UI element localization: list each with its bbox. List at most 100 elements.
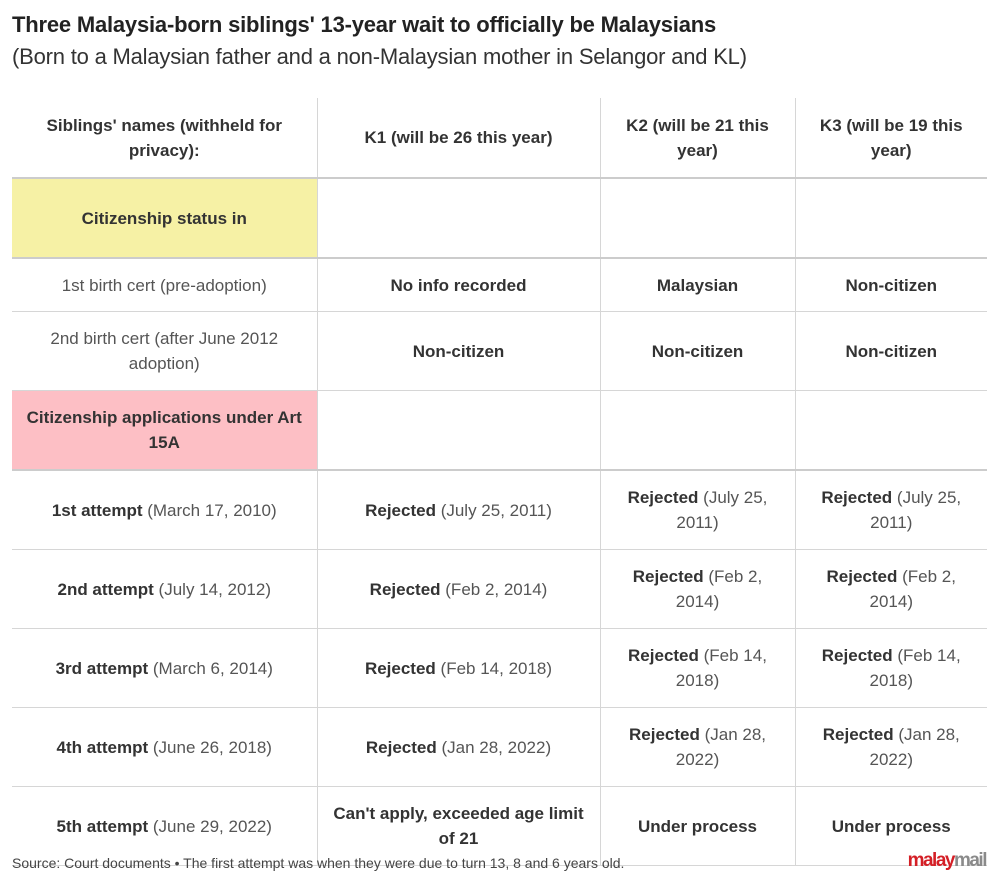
table-row: Citizenship applications under Art 15A [12, 390, 987, 471]
cell-bold-text: 4th attempt [56, 737, 149, 757]
section-header-cell: Citizenship status in [12, 178, 317, 259]
table-row: 2nd birth cert (after June 2012 adoption… [12, 311, 987, 391]
cell-bold-text: 3rd attempt [55, 658, 149, 678]
cell-text: (Jan 28, 2022) [869, 725, 960, 769]
cell-text: (Jan 28, 2022) [436, 737, 552, 757]
table-cell: Rejected (Feb 2, 2014) [316, 549, 600, 629]
table-row: 2nd attempt (July 14, 2012) Rejected (Feb… [12, 549, 987, 629]
cell-bold-text: Rejected [628, 646, 699, 665]
row-label-cell: 4th attempt (June 26, 2018) [12, 707, 317, 787]
table-cell: Under process [599, 786, 795, 866]
table-cell: Rejected (Feb 14, 2018) [316, 628, 600, 708]
table-cell: Rejected (Feb 14, 2018) [599, 628, 795, 708]
header-k3: K3 (will be 19 this year) [794, 98, 987, 179]
cell-text: (June 26, 2018) [148, 737, 272, 757]
table-cell: Rejected (July 25, 2011) [794, 470, 987, 550]
cell-bold-text: Rejected [821, 488, 893, 507]
cell-text: (Feb 14, 2018) [675, 646, 767, 690]
table-cell: Rejected (July 25, 2011) [316, 470, 600, 550]
table-cell: Non-citizen [794, 311, 987, 391]
source-note: Source: Court documents • The first atte… [12, 855, 625, 871]
row-label-cell: 5th attempt (June 29, 2022) [12, 786, 317, 866]
cell-text: (Feb 14, 2018) [435, 658, 553, 678]
cell-text: (Feb 2, 2014) [675, 567, 763, 611]
table-cell: Non-citizen [599, 311, 795, 391]
row-label-cell: 2nd attempt (July 14, 2012) [12, 549, 317, 629]
cell-bold-text: Malaysian [656, 275, 739, 295]
table-cell: Rejected (Jan 28, 2022) [599, 707, 795, 787]
table-cell: Rejected (Feb 2, 2014) [794, 549, 987, 629]
cell-bold-text: Rejected [627, 488, 699, 507]
table-cell: Rejected (Jan 28, 2022) [794, 707, 987, 787]
logo-part-mail: mail [953, 850, 988, 871]
table-row: 3rd attempt (March 6, 2014) Rejected (Feb… [12, 628, 987, 708]
cell-bold-text: Under process [831, 816, 951, 836]
cell-bold-text: Rejected [365, 500, 436, 520]
table-cell: Non-citizen [316, 311, 600, 391]
cell-text: (Feb 14, 2018) [869, 646, 961, 690]
header-k2: K2 (will be 21 this year) [599, 98, 795, 179]
table-cell [794, 178, 987, 259]
cell-text: (March 17, 2010) [142, 500, 277, 520]
table-cell [316, 178, 600, 259]
cell-text: (March 6, 2014) [148, 658, 273, 678]
section-header-cell: Citizenship applications under Art 15A [12, 390, 317, 471]
cell-bold-text: 5th attempt [56, 816, 149, 836]
cell-text: (July 25, 2011) [676, 488, 768, 532]
cell-bold-text: Non-citizen [651, 341, 744, 361]
table-cell [599, 390, 795, 471]
cell-bold-text: Rejected [369, 579, 441, 599]
cell-bold-text: Citizenship status in [81, 208, 247, 228]
cell-bold-text: Citizenship applications under Art 15A [26, 408, 302, 452]
cell-bold-text: Non-citizen [845, 275, 938, 295]
cell-bold-text: Rejected [364, 658, 436, 678]
cell-text: (Feb 2, 2014) [869, 567, 956, 611]
cell-bold-text: Rejected [365, 737, 437, 757]
table-cell: Can't apply, exceeded age limit of 21 [316, 786, 600, 866]
table-row: 5th attempt (June 29, 2022) Can't apply, … [12, 786, 987, 866]
table-row: 1st attempt (March 17, 2010) Rejected (Ju… [12, 470, 987, 550]
table-cell [316, 390, 600, 471]
table-cell: Rejected (Jan 28, 2022) [316, 707, 600, 787]
cell-bold-text: Rejected [821, 646, 893, 665]
table-cell: Rejected (July 25, 2011) [599, 470, 795, 550]
cell-bold-text: Non-citizen [845, 341, 938, 361]
cell-bold-text: Non-citizen [412, 341, 505, 361]
cell-text: 1st birth cert (pre-adoption) [61, 275, 267, 295]
cell-text: (July 14, 2012) [153, 579, 272, 599]
table-cell [599, 178, 795, 259]
cell-bold-text: Can't apply, exceeded age limit of 21 [333, 804, 584, 848]
table-row: 4th attempt (June 26, 2018) Rejected (Jan… [12, 707, 987, 787]
cell-text: (July 25, 2011) [435, 500, 552, 520]
table-cell [794, 390, 987, 471]
row-label-cell: 3rd attempt (March 6, 2014) [12, 628, 317, 708]
cell-text: (July 25, 2011) [870, 488, 962, 532]
table-row: 1st birth cert (pre-adoption) No info rec… [12, 258, 987, 312]
chart-subtitle: (Born to a Malaysian father and a non-Ma… [12, 44, 747, 69]
table-cell: Malaysian [599, 258, 795, 312]
cell-bold-text: 1st attempt [51, 500, 143, 520]
cell-bold-text: Rejected [632, 567, 704, 586]
table-row: Citizenship status in [12, 178, 987, 259]
logo-part-malay: malay [907, 850, 956, 871]
table-cell: No info recorded [316, 258, 600, 312]
cell-text: (June 29, 2022) [148, 816, 272, 836]
cell-bold-text: Rejected [628, 725, 700, 744]
siblings-citizenship-table: Siblings' names (withheld for privacy): K… [12, 98, 987, 866]
table-header-row: Siblings' names (withheld for privacy): K… [12, 98, 987, 179]
cell-text: 2nd birth cert (after June 2012 adoption… [50, 329, 279, 373]
cell-bold-text: Rejected [826, 567, 898, 586]
row-label-cell: 1st attempt (March 17, 2010) [12, 470, 317, 550]
cell-bold-text: No info recorded [390, 275, 527, 295]
cell-text: (Feb 2, 2014) [440, 579, 548, 599]
header-k1: K1 (will be 26 this year) [316, 98, 600, 179]
table-cell: Rejected (Feb 2, 2014) [599, 549, 795, 629]
table-cell: Non-citizen [794, 258, 987, 312]
malaymail-logo: malaymail [907, 850, 988, 872]
row-label-cell: 2nd birth cert (after June 2012 adoption… [12, 311, 317, 391]
cell-bold-text: Rejected [822, 725, 894, 744]
table-cell: Rejected (Feb 14, 2018) [794, 628, 987, 708]
cell-text: (Jan 28, 2022) [675, 725, 767, 769]
cell-bold-text: Under process [637, 816, 758, 836]
table-cell: Under process [794, 786, 987, 866]
